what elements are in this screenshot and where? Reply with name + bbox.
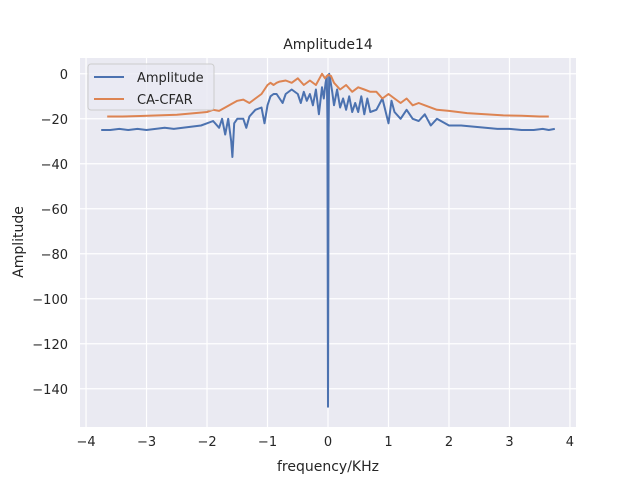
legend-label-amplitude: Amplitude bbox=[137, 71, 204, 86]
x-tick-label: 4 bbox=[566, 435, 574, 450]
x-tick-label: 3 bbox=[505, 435, 513, 450]
y-tick-label: −80 bbox=[41, 248, 68, 263]
y-tick-label: 0 bbox=[60, 68, 68, 83]
series-lines bbox=[101, 72, 555, 408]
y-tick-label: −120 bbox=[32, 338, 68, 353]
legend: Amplitude CA-CFAR bbox=[87, 63, 215, 111]
x-tick-label: −4 bbox=[76, 435, 95, 450]
y-tick-label: −20 bbox=[41, 113, 68, 128]
series-line-amplitude bbox=[101, 72, 555, 408]
y-tick-label: −100 bbox=[32, 293, 68, 308]
x-tick-labels: −4 −3 −2 −1 0 1 2 3 4 bbox=[76, 435, 574, 450]
x-tick-label: −1 bbox=[258, 435, 277, 450]
legend-label-ca-cfar: CA-CFAR bbox=[137, 93, 193, 108]
y-tick-labels: 0 −20 −40 −60 −80 −100 −120 −140 bbox=[32, 68, 68, 398]
y-tick-label: −60 bbox=[41, 203, 68, 218]
y-tick-label: −140 bbox=[32, 383, 68, 398]
chart-title: Amplitude14 bbox=[283, 37, 373, 53]
series-line-ca-cfar bbox=[107, 72, 549, 118]
x-tick-label: 2 bbox=[445, 435, 453, 450]
x-tick-label: 1 bbox=[384, 435, 392, 450]
x-tick-label: −2 bbox=[197, 435, 216, 450]
x-tick-label: 0 bbox=[324, 435, 332, 450]
x-tick-label: −3 bbox=[137, 435, 156, 450]
y-axis-label: Amplitude bbox=[11, 206, 27, 278]
x-axis-label: frequency/KHz bbox=[277, 459, 379, 475]
y-tick-label: −40 bbox=[41, 158, 68, 173]
